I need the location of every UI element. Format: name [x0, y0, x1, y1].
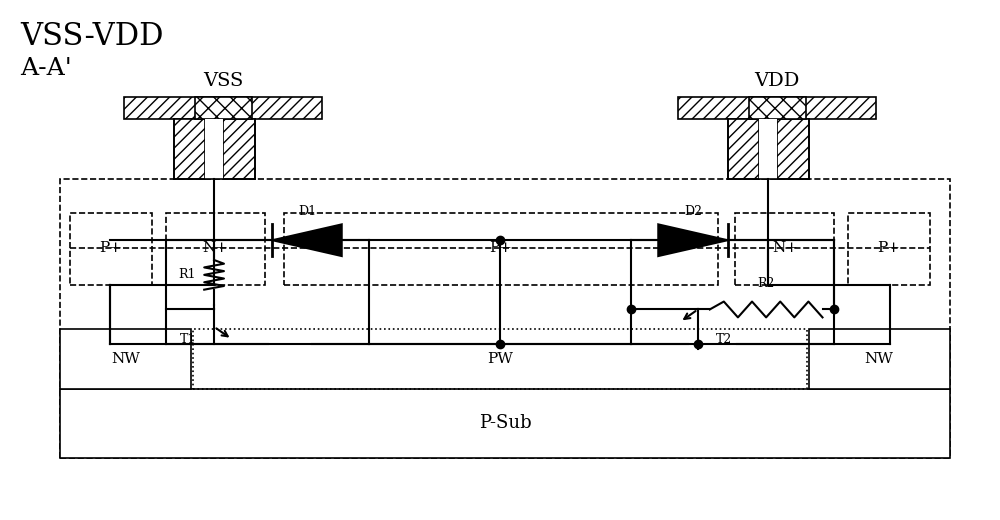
Text: NW: NW: [864, 352, 893, 366]
Bar: [60, 388, 950, 458]
Text: N+: N+: [772, 241, 798, 255]
Bar: [166, 213, 265, 285]
Text: P+: P+: [489, 241, 512, 255]
Bar: [70, 213, 152, 285]
Polygon shape: [658, 225, 728, 256]
Text: VSS: VSS: [203, 72, 243, 90]
Text: VSS-VDD: VSS-VDD: [20, 21, 164, 51]
Text: P-Sub: P-Sub: [479, 414, 531, 432]
Bar: [735, 213, 834, 285]
Bar: [728, 119, 759, 179]
Text: VDD: VDD: [754, 72, 800, 90]
Bar: [678, 97, 876, 119]
Bar: [284, 213, 718, 285]
Bar: [124, 97, 322, 119]
Text: T1: T1: [180, 333, 196, 346]
Bar: [809, 329, 950, 388]
Bar: [777, 119, 809, 179]
Bar: [174, 119, 205, 179]
Text: NW: NW: [112, 352, 140, 366]
Text: P+: P+: [877, 241, 900, 255]
Bar: [223, 119, 255, 179]
Bar: [749, 97, 806, 119]
Text: T2: T2: [716, 333, 732, 346]
Text: R2: R2: [757, 277, 775, 290]
Bar: [205, 119, 223, 179]
Text: P+: P+: [99, 241, 122, 255]
Bar: [193, 329, 807, 388]
Text: N+: N+: [202, 241, 228, 255]
Text: R1: R1: [179, 268, 196, 281]
Bar: [60, 329, 191, 388]
Bar: [759, 119, 777, 179]
Text: D1: D1: [298, 205, 316, 218]
Text: A-A': A-A': [20, 57, 72, 80]
Bar: [848, 213, 930, 285]
Text: D2: D2: [684, 205, 702, 218]
Bar: [195, 97, 252, 119]
Polygon shape: [272, 225, 342, 256]
Text: PW: PW: [487, 352, 513, 366]
Bar: [60, 179, 950, 458]
